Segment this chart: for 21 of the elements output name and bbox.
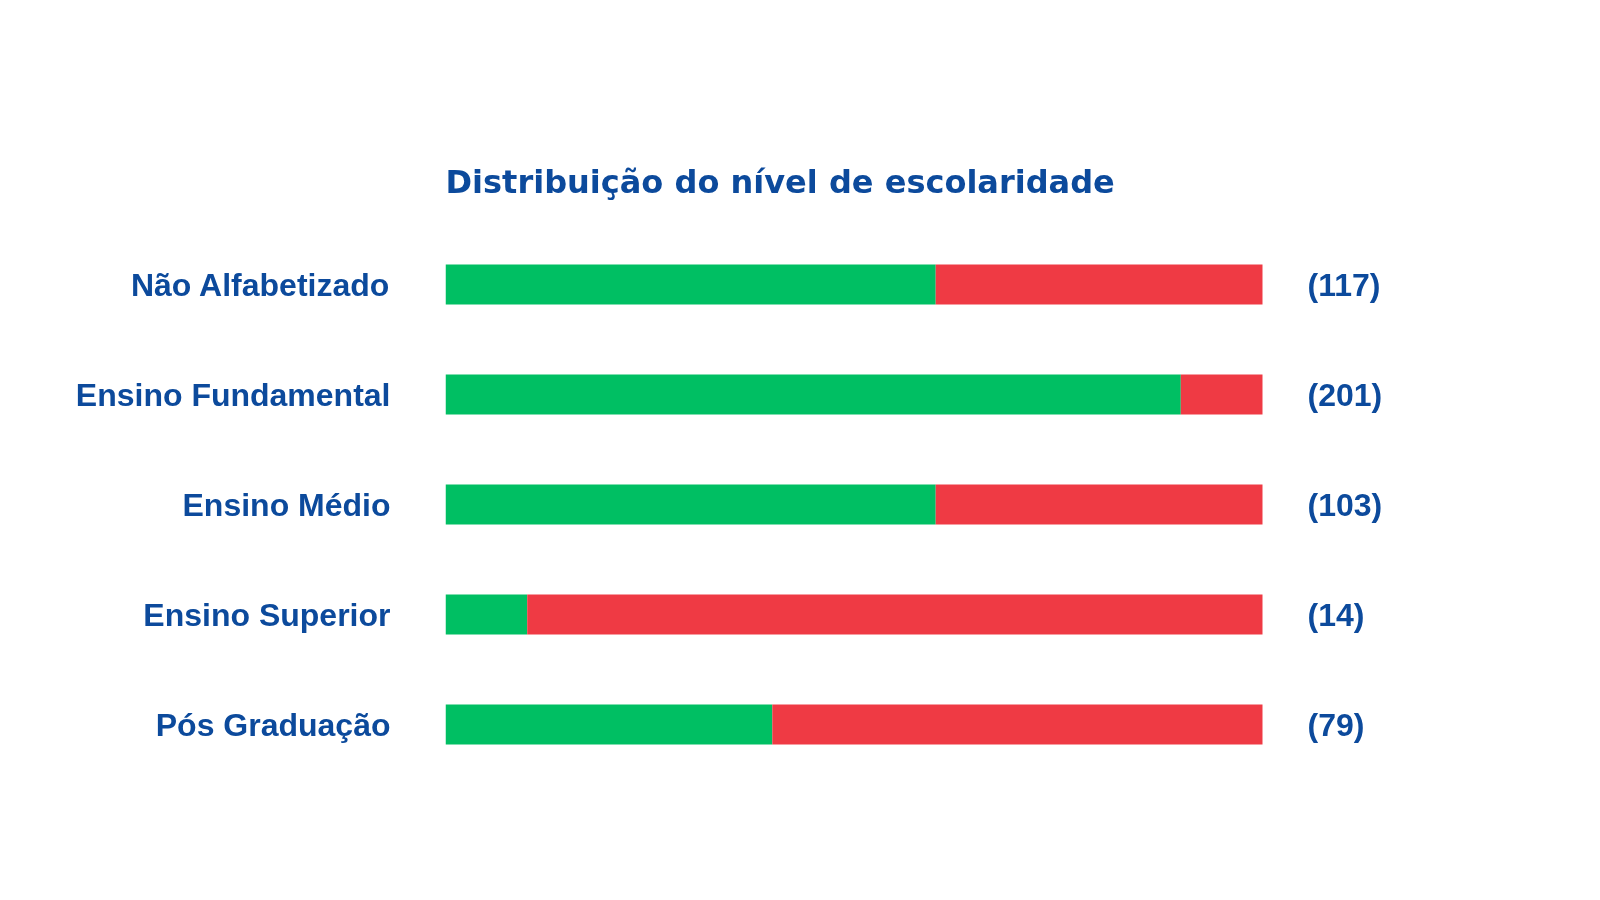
text: (14) (1307, 596, 1365, 633)
bar (445, 264, 936, 305)
bar (772, 704, 1263, 745)
y-tick-label: Não Alfabetizado (130, 266, 390, 303)
y-tick-label: Pós Graduação (155, 706, 391, 743)
bar (445, 594, 528, 635)
bar (1180, 374, 1263, 415)
bar (935, 264, 1263, 305)
y-tick-label: Ensino Fundamental (75, 376, 391, 413)
bar (445, 374, 1181, 415)
y-tick-label: Ensino Médio (182, 486, 391, 523)
text: (103) (1307, 486, 1383, 523)
text: (79) (1307, 706, 1365, 743)
chart-title: Distribuição do nível de escolaridade (445, 162, 1115, 201)
text: (201) (1307, 376, 1383, 413)
bar (445, 704, 773, 745)
bar (935, 484, 1263, 525)
bar (527, 594, 1263, 635)
y-tick-label: Ensino Superior (143, 596, 391, 633)
bar (445, 484, 936, 525)
text: (117) (1307, 266, 1381, 303)
